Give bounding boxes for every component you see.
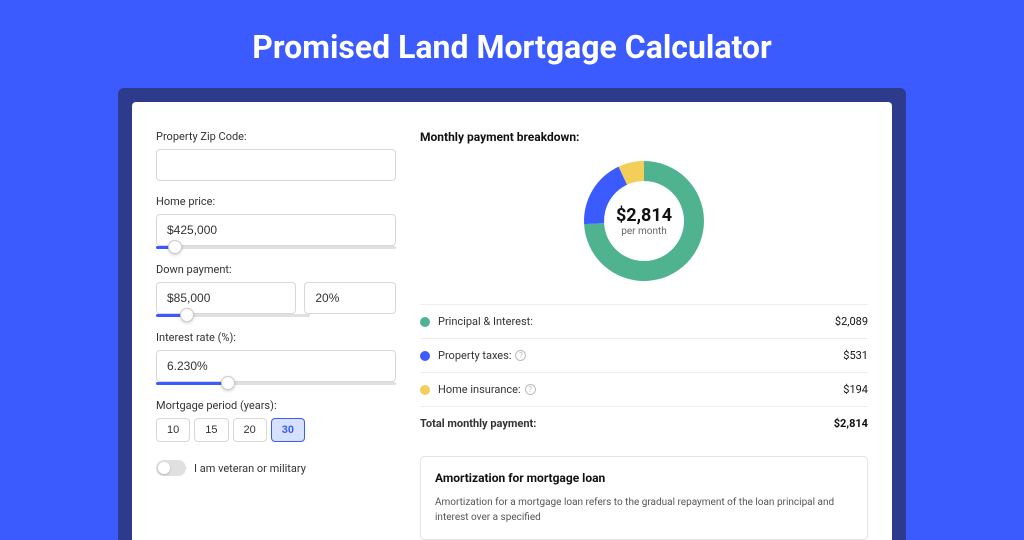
breakdown-label: Property taxes: ? xyxy=(438,349,843,362)
home-price-slider[interactable] xyxy=(156,246,396,249)
period-btn-20[interactable]: 20 xyxy=(233,418,267,442)
breakdown-label: Principal & Interest: xyxy=(438,315,835,328)
amortization-box: Amortization for mortgage loan Amortizat… xyxy=(420,456,868,540)
breakdown-row: Property taxes: ?$531 xyxy=(420,338,868,372)
total-label: Total monthly payment: xyxy=(420,417,834,430)
legend-dot xyxy=(420,351,430,361)
field-zip: Property Zip Code: xyxy=(156,130,396,181)
period-btn-30[interactable]: 30 xyxy=(271,418,305,442)
form-column: Property Zip Code: Home price: Down paym… xyxy=(156,130,396,540)
down-payment-percent-input[interactable] xyxy=(304,282,396,314)
page-title: Promised Land Mortgage Calculator xyxy=(0,0,1024,88)
period-btn-15[interactable]: 15 xyxy=(194,418,228,442)
period-btn-10[interactable]: 10 xyxy=(156,418,190,442)
zip-label: Property Zip Code: xyxy=(156,130,396,143)
home-price-input[interactable] xyxy=(156,214,396,246)
donut-sub: per month xyxy=(616,226,672,237)
down-payment-amount-input[interactable] xyxy=(156,282,296,314)
slider-thumb[interactable] xyxy=(221,376,235,390)
slider-thumb[interactable] xyxy=(168,240,182,254)
breakdown-value: $2,089 xyxy=(835,315,868,328)
veteran-toggle-row: I am veteran or military xyxy=(156,460,396,476)
down-payment-label: Down payment: xyxy=(156,263,396,276)
breakdown-row: Principal & Interest:$2,089 xyxy=(420,304,868,338)
toggle-knob xyxy=(158,462,170,474)
amortization-text: Amortization for a mortgage loan refers … xyxy=(435,495,853,525)
card-shadow: Property Zip Code: Home price: Down paym… xyxy=(118,88,906,540)
period-buttons: 10152030 xyxy=(156,418,396,442)
field-interest-rate: Interest rate (%): xyxy=(156,331,396,385)
donut-center: $2,814 per month xyxy=(616,205,672,237)
info-icon[interactable]: ? xyxy=(515,350,526,361)
donut-container: $2,814 per month xyxy=(579,156,709,286)
donut-amount: $2,814 xyxy=(616,205,672,226)
breakdown-row: Home insurance: ?$194 xyxy=(420,372,868,406)
breakdown-label: Home insurance: ? xyxy=(438,383,843,396)
field-down-payment: Down payment: xyxy=(156,263,396,317)
breakdown-column: Monthly payment breakdown: $2,814 per mo… xyxy=(420,130,868,540)
slider-thumb[interactable] xyxy=(180,308,194,322)
breakdown-title: Monthly payment breakdown: xyxy=(420,130,868,144)
zip-input[interactable] xyxy=(156,149,396,181)
calculator-card: Property Zip Code: Home price: Down paym… xyxy=(132,102,892,540)
info-icon[interactable]: ? xyxy=(525,384,536,395)
interest-rate-slider[interactable] xyxy=(156,382,396,385)
legend-dot xyxy=(420,385,430,395)
total-row: Total monthly payment: $2,814 xyxy=(420,406,868,440)
legend-dot xyxy=(420,317,430,327)
breakdown-value: $194 xyxy=(843,383,868,396)
veteran-label: I am veteran or military xyxy=(194,462,306,475)
home-price-label: Home price: xyxy=(156,195,396,208)
total-value: $2,814 xyxy=(834,417,868,430)
field-home-price: Home price: xyxy=(156,195,396,249)
mortgage-period-label: Mortgage period (years): xyxy=(156,399,396,412)
interest-rate-input[interactable] xyxy=(156,350,396,382)
down-payment-slider[interactable] xyxy=(156,314,310,317)
donut-chart-wrap: $2,814 per month xyxy=(420,156,868,286)
breakdown-value: $531 xyxy=(843,349,868,362)
veteran-toggle[interactable] xyxy=(156,460,186,476)
amortization-title: Amortization for mortgage loan xyxy=(435,471,853,485)
breakdown-list: Principal & Interest:$2,089Property taxe… xyxy=(420,304,868,406)
interest-rate-label: Interest rate (%): xyxy=(156,331,396,344)
field-mortgage-period: Mortgage period (years): 10152030 xyxy=(156,399,396,442)
